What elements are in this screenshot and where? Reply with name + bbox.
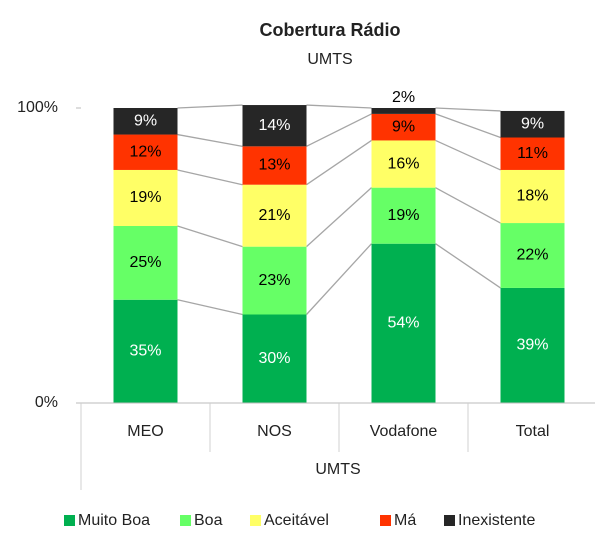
data-label: 16% [387,155,419,172]
chart-subtitle: UMTS [307,51,352,68]
x-tick-label: NOS [257,423,292,440]
legend-swatch [380,515,391,526]
legend-label: Má [394,512,416,529]
data-label: 54% [387,315,419,332]
series-connector [306,104,372,109]
legend-label: Boa [194,512,223,529]
x-tick-label: MEO [127,423,163,440]
series-connector [435,107,501,112]
series-connector [435,139,501,171]
series-connector [435,187,501,224]
data-label: 35% [129,343,161,360]
bar-segment [242,105,307,147]
legend-swatch [444,515,455,526]
bar-segment [113,299,178,403]
bar-segment [113,169,178,226]
legend-label: Muito Boa [78,512,150,529]
bar-segment [113,108,178,135]
bar-segment [500,137,565,170]
bar-segment [242,184,307,247]
bar-segment [500,223,565,288]
legend-label: Inexistente [458,512,535,529]
series-connector [177,169,243,186]
series-connector [177,225,243,248]
bar-segment [500,110,565,138]
data-label: 9% [392,118,415,135]
x-tick-label: Vodafone [370,423,438,440]
series-connector [177,299,243,316]
series-connector [435,113,501,139]
series-connector [177,133,243,147]
bar-segment [371,187,436,244]
data-label: 2% [392,89,415,106]
bar-segment [242,314,307,403]
data-label: 25% [129,254,161,271]
chart-title: Cobertura Rádio [259,20,400,40]
bar-segment [500,287,565,403]
x-tick-label: Total [516,423,550,440]
bar-segment [371,243,436,403]
legend-swatch [250,515,261,526]
data-label: 12% [129,143,161,160]
data-label: 9% [134,112,157,129]
series-connector [306,113,372,147]
data-label: 14% [258,117,290,134]
bar-segment [500,169,565,224]
legend-swatch [64,515,75,526]
series-connector [177,104,243,109]
y-tick-label: 0% [35,394,58,411]
bar-segment [113,134,178,170]
bar-segment [371,113,436,141]
bar-segment [242,146,307,185]
data-label: 21% [258,207,290,224]
data-label: 19% [387,207,419,224]
series-connector [306,243,372,315]
data-label: 13% [258,157,290,174]
bar-segment [371,140,436,188]
legend-label: Aceitável [264,512,329,529]
bar-segment [371,108,436,114]
data-label: 19% [129,189,161,206]
data-label: 39% [516,337,548,354]
x-axis-label: UMTS [315,461,360,478]
data-label: 11% [517,145,548,162]
bar-segment [113,226,178,300]
data-label: 30% [258,350,290,367]
data-label: 18% [516,188,548,205]
series-connector [435,243,501,289]
legend-swatch [180,515,191,526]
y-tick-label: 100% [17,99,58,116]
data-label: 23% [258,272,290,289]
data-label: 9% [521,115,544,132]
series-connector [306,139,372,186]
data-label: 22% [516,247,548,264]
series-connector [306,187,372,248]
bar-segment [242,246,307,315]
